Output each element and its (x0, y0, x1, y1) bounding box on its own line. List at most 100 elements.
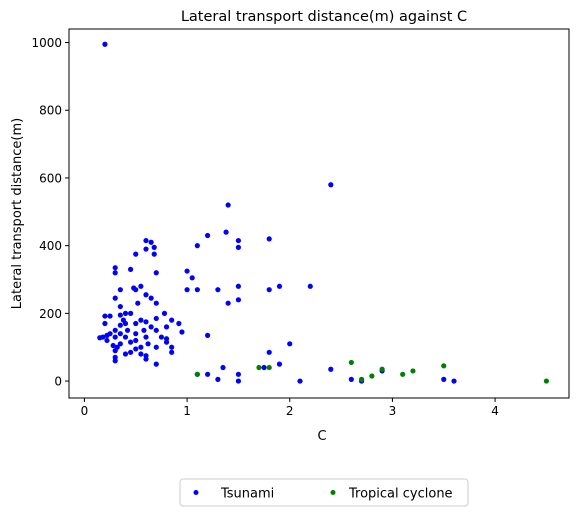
data-point-tsunami (215, 287, 221, 293)
data-point-tsunami (194, 287, 200, 293)
data-point-tsunami (124, 327, 131, 333)
x-tick-label: 3 (389, 404, 397, 418)
data-point-tsunami (194, 243, 200, 249)
data-point-tsunami (148, 324, 154, 330)
data-point-tsunami (112, 327, 118, 333)
data-point-tsunami (138, 351, 144, 357)
data-point-tsunami (151, 251, 157, 257)
data-point-tsunami (261, 364, 267, 371)
data-point-tsunami (184, 268, 190, 274)
data-point-tropical-cyclone (379, 366, 385, 372)
data-point-tsunami (133, 346, 139, 352)
data-point-tsunami (145, 341, 151, 347)
data-point-tsunami (169, 344, 175, 350)
data-point-tsunami (235, 244, 242, 250)
data-point-tsunami (179, 329, 185, 335)
data-point-tsunami (235, 237, 242, 244)
data-point-tropical-cyclone (400, 371, 406, 377)
data-point-tsunami (153, 361, 159, 367)
data-point-tsunami (128, 266, 134, 272)
data-point-tsunami (143, 356, 149, 362)
data-point-tsunami (102, 313, 108, 319)
data-point-tsunami (122, 310, 129, 316)
x-tick-label: 1 (183, 404, 191, 418)
data-point-tsunami (297, 378, 303, 384)
data-point-tsunami (117, 331, 123, 337)
data-point-tsunami (189, 275, 195, 281)
data-point-tsunami (112, 265, 118, 271)
data-point-tsunami (276, 361, 283, 367)
legend-box (179, 478, 469, 507)
data-point-tsunami (205, 232, 211, 239)
legend: Tsunami Tropical cyclone (179, 478, 469, 507)
data-point-tsunami (143, 237, 149, 244)
data-point-tsunami (287, 341, 293, 347)
data-point-tsunami (133, 337, 139, 344)
data-point-tsunami (133, 287, 139, 293)
y-tick-label: 0 (54, 375, 62, 389)
data-point-tropical-cyclone (410, 368, 416, 374)
data-point-tropical-cyclone (543, 378, 550, 384)
data-point-tropical-cyclone (266, 364, 272, 371)
x-tick-label: 4 (491, 404, 499, 418)
data-point-tsunami (128, 339, 134, 345)
data-point-tsunami (215, 376, 221, 382)
data-point-tsunami (148, 295, 154, 301)
data-point-tsunami (102, 41, 108, 47)
data-point-tropical-cyclone (441, 363, 447, 369)
data-point-tsunami (117, 303, 123, 310)
data-point-tsunami (153, 315, 159, 322)
data-point-tsunami (153, 344, 159, 350)
y-tick-label: 200 (39, 307, 62, 321)
data-point-tsunami (117, 341, 123, 347)
data-point-tsunami (441, 376, 447, 382)
data-point-tsunami (138, 344, 144, 350)
data-point-tropical-cyclone (369, 373, 375, 379)
data-point-tsunami (307, 283, 313, 289)
legend-label-tropical-cyclone: Tropical cyclone (348, 487, 453, 502)
data-point-tsunami (117, 287, 123, 293)
data-point-tsunami (107, 331, 113, 337)
data-point-tsunami (276, 283, 283, 289)
data-point-tsunami (112, 295, 118, 301)
data-point-tsunami (117, 312, 123, 318)
data-point-tsunami (102, 320, 108, 327)
data-point-tsunami (158, 334, 165, 340)
data-point-tsunami (163, 324, 170, 330)
data-point-tsunami (117, 322, 123, 328)
data-point-tsunami (153, 300, 159, 306)
data-point-tsunami (169, 349, 175, 355)
data-point-tsunami (110, 342, 116, 349)
data-point-tsunami (133, 331, 139, 337)
data-point-tsunami (104, 337, 110, 344)
data-point-tsunami (235, 378, 242, 384)
data-point-tsunami (138, 283, 144, 289)
plot-area (68, 28, 570, 399)
data-point-tsunami (266, 287, 272, 293)
data-point-tsunami (122, 351, 129, 357)
legend-marker-tsunami (193, 490, 199, 495)
data-point-tropical-cyclone (194, 371, 200, 377)
data-point-tsunami (348, 376, 354, 382)
chart-title: Lateral transport distance(m) against C (181, 9, 467, 25)
data-point-tsunami (128, 310, 134, 316)
legend-label-tsunami: Tsunami (220, 487, 274, 502)
data-point-tsunami (107, 313, 113, 319)
data-point-tsunami (225, 300, 231, 306)
data-point-tsunami (143, 319, 149, 325)
data-point-tsunami (176, 320, 182, 327)
data-point-tropical-cyclone (348, 359, 354, 366)
data-point-tsunami (112, 358, 118, 364)
data-point-tsunami (143, 334, 149, 340)
y-axis-label: Lateral transport distance(m) (10, 118, 25, 309)
data-point-tsunami (133, 320, 139, 327)
x-tick-label: 2 (286, 404, 294, 418)
x-axis: 0 1 2 3 4 (81, 398, 499, 418)
data-point-tsunami (235, 283, 242, 289)
y-tick-label: 400 (39, 239, 62, 253)
data-point-tsunami (114, 344, 120, 350)
data-point-tsunami (138, 317, 144, 323)
data-point-tsunami (112, 270, 118, 276)
data-point-tsunami (169, 317, 175, 323)
data-point-tsunami (220, 364, 226, 371)
